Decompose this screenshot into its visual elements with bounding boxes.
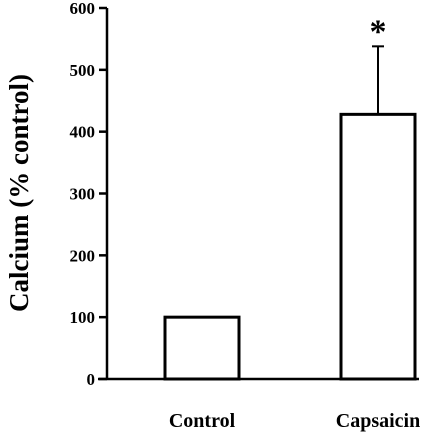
chart-labels: Control * Capsaicin	[169, 13, 420, 432]
y-axis-title: Calcium (% control)	[4, 74, 34, 312]
y-tick-label: 300	[70, 185, 96, 204]
y-tick-label: 200	[70, 246, 96, 265]
y-tick-label: 400	[70, 123, 96, 142]
y-tick-label: 600	[70, 0, 96, 18]
chart-bars	[163, 45, 417, 381]
y-tick-label: 100	[70, 308, 96, 327]
bar-control	[163, 315, 241, 381]
x-tick-label-capsaicin: Capsaicin	[336, 410, 420, 432]
significance-marker: *	[370, 13, 387, 50]
bar-capsaicin	[339, 112, 417, 381]
chart-axes: 0 100 200 300 400 500 600	[70, 0, 419, 389]
y-tick-label: 500	[70, 61, 96, 80]
y-tick-label: 0	[87, 370, 96, 389]
x-tick-label-control: Control	[169, 410, 236, 432]
